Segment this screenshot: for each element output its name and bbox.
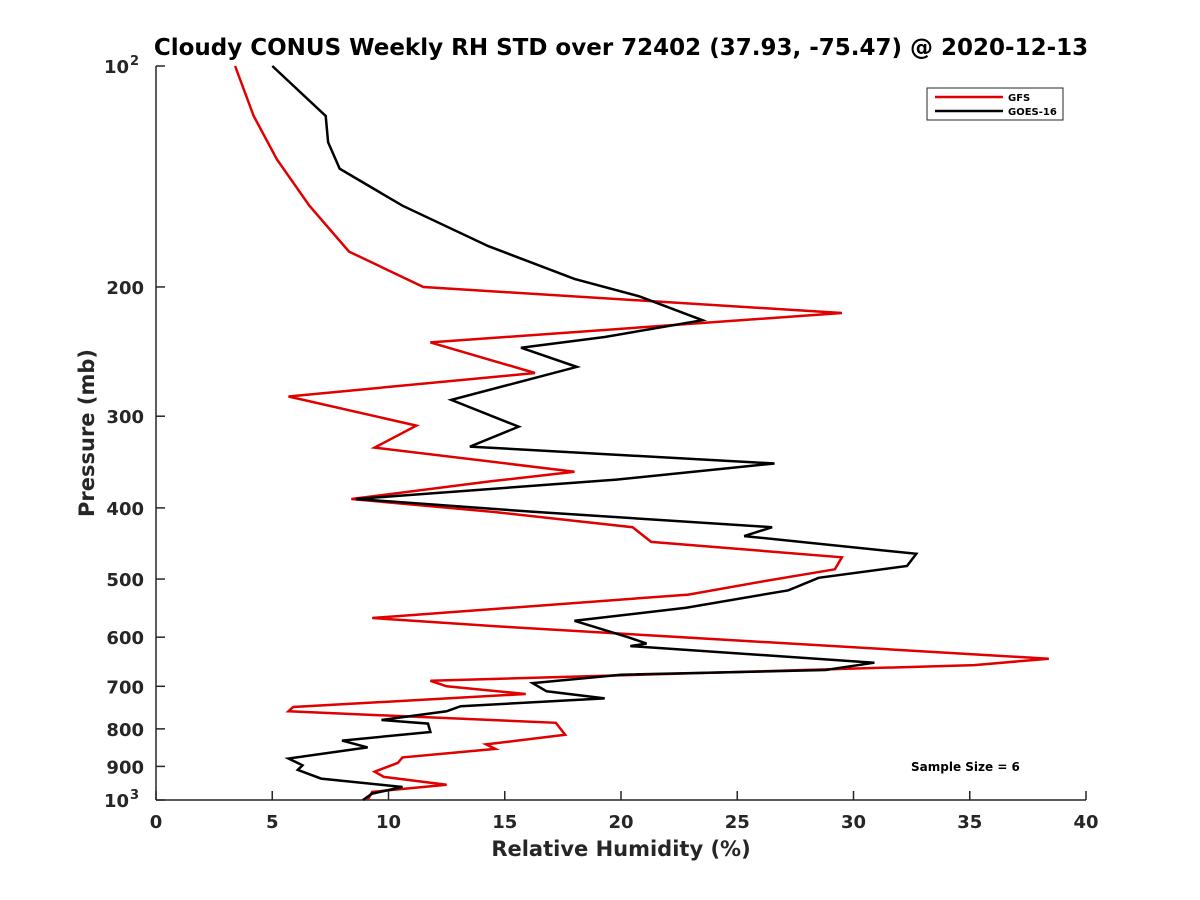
x-tick-label: 5 xyxy=(266,812,279,833)
x-tick-label: 15 xyxy=(492,812,517,833)
legend-label-goes16: GOES-16 xyxy=(1008,107,1057,118)
series-line-gfs xyxy=(233,65,1049,801)
x-tick-label: 40 xyxy=(1073,812,1098,833)
y-tick-label: 700 xyxy=(106,677,144,698)
y-tick-exponent: 2 xyxy=(130,54,139,69)
y-tick-exponent: 3 xyxy=(130,788,139,803)
x-tick-label: 25 xyxy=(725,812,750,833)
x-tick-label: 30 xyxy=(841,812,866,833)
x-tick-label: 10 xyxy=(376,812,401,833)
series-layer xyxy=(233,65,1049,802)
sample-size-annotation: Sample Size = 6 xyxy=(911,760,1020,774)
y-tick-label: 10 xyxy=(104,57,129,78)
legend: GFS GOES-16 xyxy=(926,87,1064,121)
y-tick-label: 300 xyxy=(106,407,144,428)
y-tick-label: 200 xyxy=(106,278,144,299)
x-tick-label: 0 xyxy=(150,812,163,833)
x-tick-label: 35 xyxy=(957,812,982,833)
legend-box xyxy=(926,87,1064,121)
y-tick-label: 10 xyxy=(104,791,129,812)
chart-title: Cloudy CONUS Weekly RH STD over 72402 (3… xyxy=(154,35,1088,61)
y-tick-label: 600 xyxy=(106,628,144,649)
plot-area xyxy=(155,66,1086,801)
x-tick-label: 20 xyxy=(608,812,633,833)
y-tick-label: 400 xyxy=(106,499,144,520)
y-tick-label: 800 xyxy=(106,720,144,741)
x-axis-label: Relative Humidity (%) xyxy=(491,837,750,861)
legend-label-gfs: GFS xyxy=(1008,93,1030,104)
y-tick-label: 900 xyxy=(106,757,144,778)
y-tick-label: 500 xyxy=(106,570,144,591)
y-axis-label: Pressure (mb) xyxy=(75,349,99,517)
series-line-goes16 xyxy=(271,65,919,802)
x-ticks: 0 5 10 15 20 25 30 35 40 xyxy=(150,791,1099,833)
